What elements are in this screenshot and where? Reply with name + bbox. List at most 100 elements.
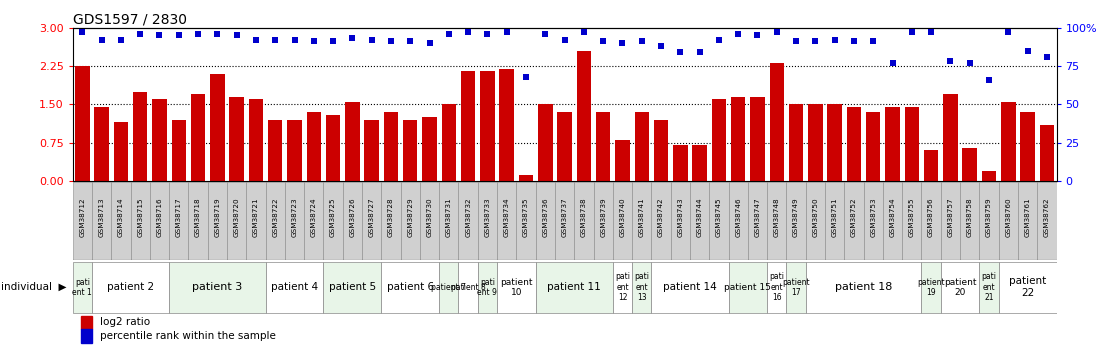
Bar — [400, 182, 420, 260]
Point — [439, 31, 457, 37]
Point — [517, 74, 534, 79]
Text: GSM38748: GSM38748 — [774, 198, 779, 237]
Point — [749, 32, 767, 38]
Text: GSM38724: GSM38724 — [311, 198, 316, 237]
Point — [960, 60, 978, 66]
Bar — [750, 97, 765, 181]
Text: GSM38729: GSM38729 — [407, 198, 414, 237]
Bar — [729, 182, 748, 260]
Text: GSM38727: GSM38727 — [369, 198, 375, 237]
Text: GSM38740: GSM38740 — [619, 198, 625, 237]
Point — [189, 31, 207, 37]
Bar — [442, 104, 456, 181]
Bar — [75, 66, 89, 181]
Bar — [191, 94, 206, 181]
Text: GSM38722: GSM38722 — [272, 198, 278, 237]
Bar — [208, 182, 227, 260]
Text: patient
19: patient 19 — [917, 277, 945, 297]
Bar — [844, 182, 863, 260]
Bar — [635, 112, 648, 181]
Bar — [1001, 102, 1015, 181]
Bar — [709, 182, 729, 260]
Bar — [577, 51, 591, 181]
Bar — [519, 175, 533, 181]
Bar — [940, 182, 960, 260]
Text: GSM38732: GSM38732 — [465, 198, 471, 237]
Bar — [304, 182, 323, 260]
Text: GSM38744: GSM38744 — [697, 198, 702, 237]
Text: patient
20: patient 20 — [944, 277, 976, 297]
Bar — [692, 145, 707, 181]
Bar — [229, 97, 244, 181]
Text: GSM38731: GSM38731 — [446, 198, 452, 237]
Text: individual  ▶: individual ▶ — [1, 282, 67, 292]
Text: pati
ent 9: pati ent 9 — [477, 277, 498, 297]
Bar — [381, 262, 439, 313]
Text: pati
ent
16: pati ent 16 — [769, 272, 785, 302]
Text: patient 18: patient 18 — [835, 282, 892, 292]
Point — [691, 49, 709, 55]
Point — [941, 59, 959, 64]
Bar — [690, 182, 709, 260]
Bar — [632, 182, 652, 260]
Point — [1018, 48, 1036, 53]
Bar — [481, 71, 494, 181]
Point — [826, 37, 844, 43]
Bar — [420, 182, 439, 260]
Bar — [114, 122, 129, 181]
Bar — [73, 262, 92, 313]
Bar — [863, 182, 883, 260]
Point — [305, 39, 323, 44]
Point — [324, 39, 342, 44]
Text: GSM38747: GSM38747 — [755, 198, 760, 237]
Bar — [902, 182, 921, 260]
Bar — [266, 182, 285, 260]
Text: pati
ent 1: pati ent 1 — [73, 277, 92, 297]
Point — [537, 31, 555, 37]
Point — [285, 37, 303, 43]
Bar — [112, 182, 131, 260]
Text: patient
10: patient 10 — [500, 277, 532, 297]
Bar — [189, 182, 208, 260]
Text: patient 15: patient 15 — [724, 283, 771, 292]
Bar — [806, 182, 825, 260]
Bar — [536, 182, 555, 260]
Bar — [979, 182, 998, 260]
Bar — [248, 99, 263, 181]
Bar — [517, 182, 536, 260]
Bar — [883, 182, 902, 260]
Bar — [748, 182, 767, 260]
Bar — [345, 102, 360, 181]
Text: GSM38741: GSM38741 — [638, 198, 645, 237]
Text: GSM38743: GSM38743 — [678, 198, 683, 237]
Point — [672, 49, 690, 55]
Text: patient 14: patient 14 — [663, 282, 717, 292]
Text: GSM38715: GSM38715 — [138, 198, 143, 237]
Bar — [1017, 182, 1038, 260]
Point — [980, 77, 998, 82]
Bar — [343, 182, 362, 260]
Bar — [402, 120, 417, 181]
Text: percentile rank within the sample: percentile rank within the sample — [101, 331, 276, 341]
Bar — [536, 262, 613, 313]
Point — [131, 31, 149, 37]
Text: GDS1597 / 2830: GDS1597 / 2830 — [73, 12, 187, 27]
Bar — [461, 71, 475, 181]
Bar — [306, 112, 321, 181]
Text: pati
ent
12: pati ent 12 — [615, 272, 629, 302]
Bar — [266, 262, 323, 313]
Text: GSM38718: GSM38718 — [195, 198, 201, 237]
Bar — [786, 262, 806, 313]
Point — [768, 29, 786, 35]
Bar — [1038, 182, 1057, 260]
Text: GSM38752: GSM38752 — [851, 198, 858, 237]
Text: patient 3: patient 3 — [192, 282, 243, 292]
Bar — [439, 262, 458, 313]
Point — [575, 29, 593, 35]
Bar — [477, 182, 498, 260]
Point — [922, 29, 940, 35]
Text: GSM38714: GSM38714 — [117, 198, 124, 237]
Point — [74, 29, 92, 35]
Bar — [94, 107, 108, 181]
Bar — [287, 120, 302, 181]
